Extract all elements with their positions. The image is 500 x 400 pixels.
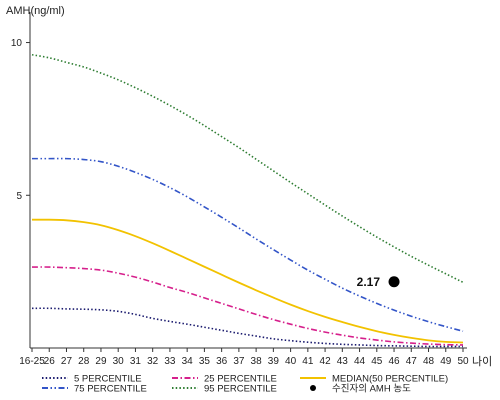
x-tick-label: 39 (268, 356, 280, 367)
x-tick-label: 45 (371, 356, 383, 367)
x-tick-label: 27 (61, 356, 73, 367)
x-tick-label: 36 (216, 356, 228, 367)
x-tick-label: 26 (44, 356, 56, 367)
x-tick-label: 28 (78, 356, 90, 367)
patient-marker: 2.17 (357, 275, 400, 289)
legend-label-marker: 수진자의 AMH 농도 (332, 384, 411, 395)
series-line-25-percentile (31, 266, 464, 346)
x-tick-label: 33 (164, 356, 176, 367)
x-tick-label: 41 (302, 356, 314, 367)
x-tick-label: 42 (320, 356, 332, 367)
series-line-95-percentile (31, 53, 464, 284)
x-tick-label: 46 (388, 356, 400, 367)
x-tick-label: 29 (95, 356, 107, 367)
x-tick-label: 32 (147, 356, 159, 367)
y-axis-ticks: 5 10 (11, 38, 30, 202)
marker-point (388, 276, 400, 288)
x-tick-label: 48 (423, 356, 435, 367)
series-line-5-percentile (31, 307, 463, 348)
legend-marker-dot (310, 385, 316, 391)
x-tick-label: 47 (406, 356, 418, 367)
x-tick-label: 35 (199, 356, 211, 367)
x-tick-label: 43 (337, 356, 349, 367)
series-lines (31, 53, 464, 348)
x-tick-label: 49 (440, 356, 452, 367)
legend-label-25-percentile: 25 PERCENTILE (204, 374, 277, 385)
x-tick-label: 34 (182, 356, 194, 367)
x-tick-label: 30 (113, 356, 125, 367)
x-axis-title: 나이 (472, 355, 492, 368)
x-tick-label: 16-25 (19, 356, 45, 367)
legend-label-5-percentile: 5 PERCENTILE (74, 374, 142, 385)
y-axis-title: AMH(ng/ml) (6, 5, 65, 17)
axes (29, 12, 467, 349)
y-tick-label: 5 (16, 191, 22, 202)
x-tick-label: 31 (130, 356, 142, 367)
series-line-median-50-percentile (31, 218, 464, 344)
x-tick-label: 50 (457, 356, 469, 367)
legend-label-95-percentile: 95 PERCENTILE (204, 384, 277, 395)
legend-label-75-percentile: 75 PERCENTILE (74, 384, 147, 395)
x-tick-label: 38 (251, 356, 263, 367)
marker-value-label: 2.17 (357, 275, 381, 289)
x-tick-label: 37 (233, 356, 245, 367)
legend-label-median-50-percentile: MEDIAN(50 PERCENTILE) (332, 374, 448, 385)
legend: 5 PERCENTILE 25 PERCENTILE MEDIAN(50 PERCE… (42, 374, 448, 395)
series-line-75-percentile (32, 157, 464, 332)
x-tick-label: 40 (285, 356, 297, 367)
x-tick-label: 44 (354, 356, 366, 367)
y-tick-label: 10 (11, 38, 23, 49)
